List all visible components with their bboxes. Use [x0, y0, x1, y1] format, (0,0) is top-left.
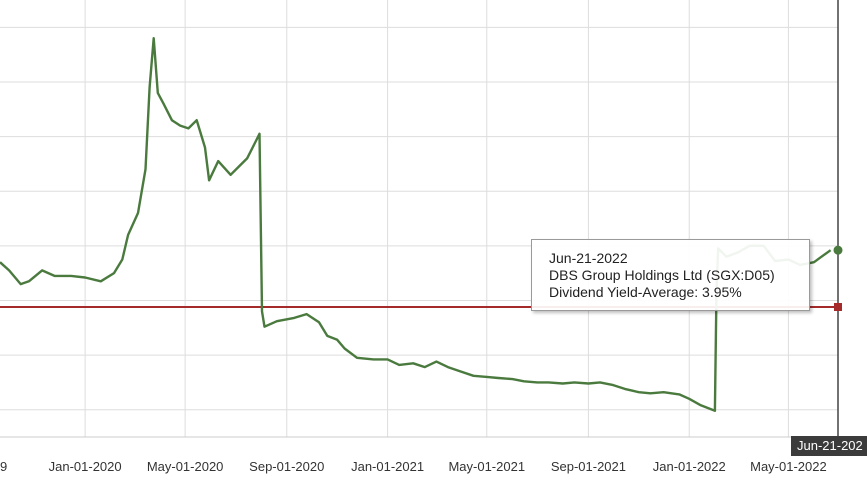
average-marker — [834, 302, 842, 311]
cursor-date-label: Jun-21-202 — [791, 436, 867, 456]
x-tick-label: Jan-01-2022 — [653, 459, 726, 474]
tooltip-metric: Dividend Yield-Average: 3.95% — [549, 284, 742, 300]
x-tick-label: Jan-01-2020 — [49, 459, 122, 474]
chart-grid — [0, 0, 838, 437]
x-tick-label: May-01-2020 — [147, 459, 224, 474]
x-tick-label: 9 — [0, 459, 7, 474]
series-marker — [833, 245, 843, 255]
x-tick-label: Jan-01-2021 — [351, 459, 424, 474]
tooltip-company: DBS Group Holdings Ltd (SGX:D05) — [549, 267, 775, 283]
x-tick-label: May-01-2021 — [448, 459, 525, 474]
x-tick-label: Sep-01-2020 — [249, 459, 324, 474]
x-tick-label: May-01-2022 — [750, 459, 827, 474]
series-group — [0, 37, 832, 412]
x-tick-label: Sep-01-2021 — [551, 459, 626, 474]
crosshair-cursor — [833, 0, 843, 437]
dividend-yield-line — [0, 37, 832, 412]
tooltip-date: Jun-21-2022 — [549, 250, 628, 266]
hover-tooltip: Jun-21-2022 DBS Group Holdings Ltd (SGX:… — [531, 239, 810, 311]
x-axis: 9 Jan-01-2020 May-01-2020 Sep-01-2020 Jan-01… — [0, 436, 838, 474]
